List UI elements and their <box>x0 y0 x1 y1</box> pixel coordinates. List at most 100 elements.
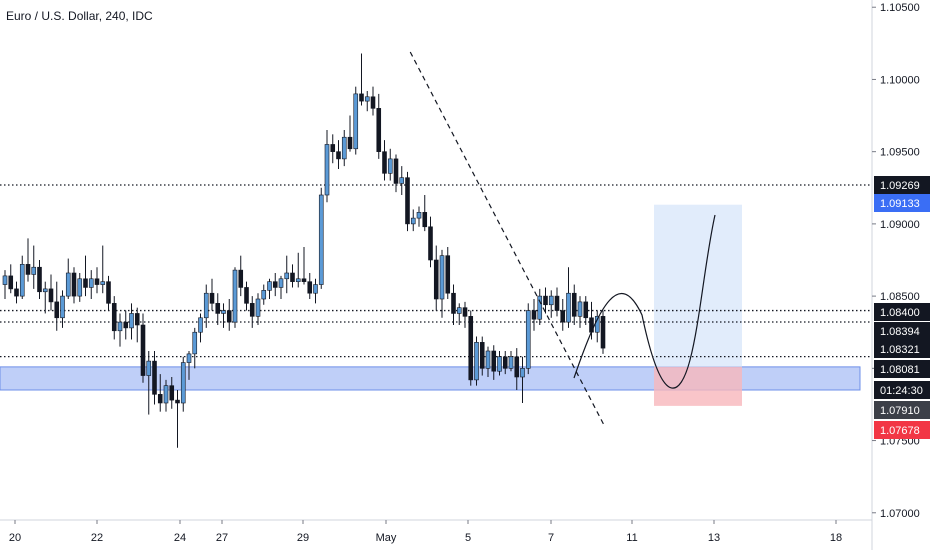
candle-body <box>140 324 146 376</box>
candle-body <box>468 316 474 381</box>
candle-body <box>566 292 571 323</box>
candle-body <box>203 292 209 319</box>
candle-body <box>600 316 606 349</box>
candle-body <box>146 360 152 376</box>
price-badge <box>874 176 930 194</box>
price-badge <box>874 194 930 212</box>
candle-body <box>261 290 267 300</box>
candle-body <box>548 295 554 306</box>
candle-body <box>180 362 186 404</box>
trendline-dashed <box>409 51 606 428</box>
candle-body <box>387 158 393 174</box>
x-tick-label: 11 <box>626 532 637 544</box>
x-tick-label: 5 <box>465 532 471 544</box>
candle-body <box>571 292 577 317</box>
candle-body <box>324 144 330 196</box>
candle-body <box>347 136 353 150</box>
y-tick-label: 1.09000 <box>880 219 920 231</box>
candle-body <box>445 255 451 294</box>
candle-body <box>215 303 221 314</box>
candle-body <box>405 177 410 225</box>
candle-body <box>336 151 341 160</box>
candle-body <box>14 288 19 297</box>
y-tick-label: 1.10000 <box>880 74 920 86</box>
price-badge-label: 1.08081 <box>880 364 920 376</box>
candle-body <box>301 278 307 282</box>
price-badge-label: 1.08321 <box>880 344 920 356</box>
candle-body <box>451 292 456 314</box>
candle-body <box>129 313 134 329</box>
candle-body <box>485 350 491 369</box>
drawings-layer <box>409 51 716 428</box>
price-badge <box>874 322 930 340</box>
x-tick-label: 20 <box>9 532 21 544</box>
candle-body <box>94 278 100 285</box>
candle-body <box>2 275 8 285</box>
x-tick-label: 27 <box>216 532 228 544</box>
candle-body <box>77 278 83 297</box>
candle-body <box>198 317 203 333</box>
candle-body <box>134 313 140 326</box>
candle-body <box>422 212 428 228</box>
candle-body <box>71 272 77 297</box>
candle-body <box>497 356 502 372</box>
candle-body <box>479 342 485 369</box>
price-badge <box>874 401 930 419</box>
price-badge-label: 1.08400 <box>880 307 920 319</box>
candle-body <box>330 144 336 152</box>
candle-body <box>290 272 295 282</box>
candle-body <box>88 278 94 288</box>
x-tick-label: 29 <box>297 532 309 544</box>
candle-body <box>83 278 88 288</box>
y-tick-label: 1.08500 <box>880 291 920 303</box>
y-tick-label: 1.10500 <box>880 2 920 14</box>
chart-title: Euro / U.S. Dollar, 240, IDC <box>6 9 153 23</box>
candle-body <box>60 295 65 319</box>
candle-body <box>433 259 439 300</box>
candle-body <box>175 399 180 404</box>
x-tick-label: 18 <box>830 532 842 544</box>
candle-body <box>37 266 42 293</box>
candle-body <box>232 269 238 323</box>
candle-body <box>272 281 278 288</box>
candle-body <box>474 342 479 381</box>
y-tick-label: 1.09500 <box>880 147 920 159</box>
y-tick-label: 1.07000 <box>880 508 920 520</box>
candle-body <box>226 310 232 323</box>
candle-body <box>284 272 290 280</box>
candle-body <box>8 275 14 290</box>
candle-body <box>399 177 405 184</box>
candle-body <box>382 151 387 174</box>
price-badge-label: 1.07678 <box>880 425 920 437</box>
candle-body <box>370 96 376 109</box>
candle-body <box>318 194 324 285</box>
candle-body <box>583 301 589 319</box>
candle-body <box>531 310 537 320</box>
candle-body <box>560 310 566 323</box>
candles-layer <box>2 53 606 448</box>
candle-body <box>238 269 244 288</box>
candle-body <box>462 307 468 317</box>
candle-body <box>65 272 71 297</box>
target-zone <box>654 204 742 367</box>
candle-body <box>19 264 25 297</box>
candle-body <box>123 321 129 329</box>
candle-body <box>364 96 370 102</box>
candle-body <box>157 394 163 404</box>
candle-body <box>353 93 359 150</box>
x-tick-label: May <box>376 532 397 544</box>
candle-body <box>543 295 548 306</box>
candle-body <box>111 303 117 332</box>
candle-body <box>491 350 497 372</box>
x-tick-label: 7 <box>548 532 554 544</box>
candle-body <box>307 281 313 294</box>
price-badge-label: 1.09269 <box>880 180 920 192</box>
candle-body <box>341 136 347 160</box>
candle-body <box>31 266 37 275</box>
price-badge <box>874 421 930 439</box>
candle-body <box>244 287 249 304</box>
candle-body <box>42 288 48 293</box>
price-badge <box>874 381 930 399</box>
price-axis: 1.10500 1.10000 1.09500 1.09000 1.08500 1.080… <box>872 2 920 520</box>
